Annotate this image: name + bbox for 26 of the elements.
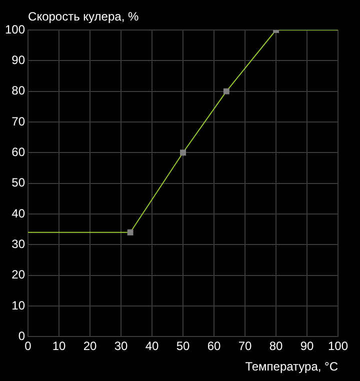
y-tick-label: 30 bbox=[12, 236, 26, 251]
y-tick-label: 0 bbox=[18, 328, 26, 343]
x-tick-label: 30 bbox=[114, 339, 128, 354]
x-axis-title: Температура, °C bbox=[245, 359, 338, 374]
x-tick-label: 60 bbox=[207, 339, 222, 354]
y-tick-label: 70 bbox=[12, 114, 26, 128]
point bbox=[127, 229, 134, 236]
point bbox=[180, 150, 186, 156]
x-tick-label: 20 bbox=[83, 339, 98, 354]
x-tick-label: 10 bbox=[52, 339, 66, 354]
y-tick-label: 10 bbox=[12, 298, 26, 312]
point bbox=[223, 88, 230, 94]
y-tick-label: 60 bbox=[12, 144, 26, 159]
x-tick-label: 100 bbox=[328, 339, 348, 354]
x-tick-label: 80 bbox=[269, 339, 283, 354]
y-tick-label: 50 bbox=[12, 176, 26, 190]
y-tick-label: 20 bbox=[12, 268, 26, 282]
x-tick-label: 70 bbox=[238, 339, 252, 354]
y-tick-label: 40 bbox=[12, 206, 26, 220]
x-tick-label: 90 bbox=[300, 339, 314, 354]
y-tick-label: 90 bbox=[12, 52, 26, 67]
y-tick-label: 80 bbox=[12, 84, 26, 98]
x-tick-label: 50 bbox=[176, 339, 190, 354]
y-axis-title: Скорость кулера, % bbox=[28, 9, 139, 24]
x-tick-label: 40 bbox=[145, 339, 160, 354]
y-tick-label: 100 bbox=[4, 22, 26, 36]
